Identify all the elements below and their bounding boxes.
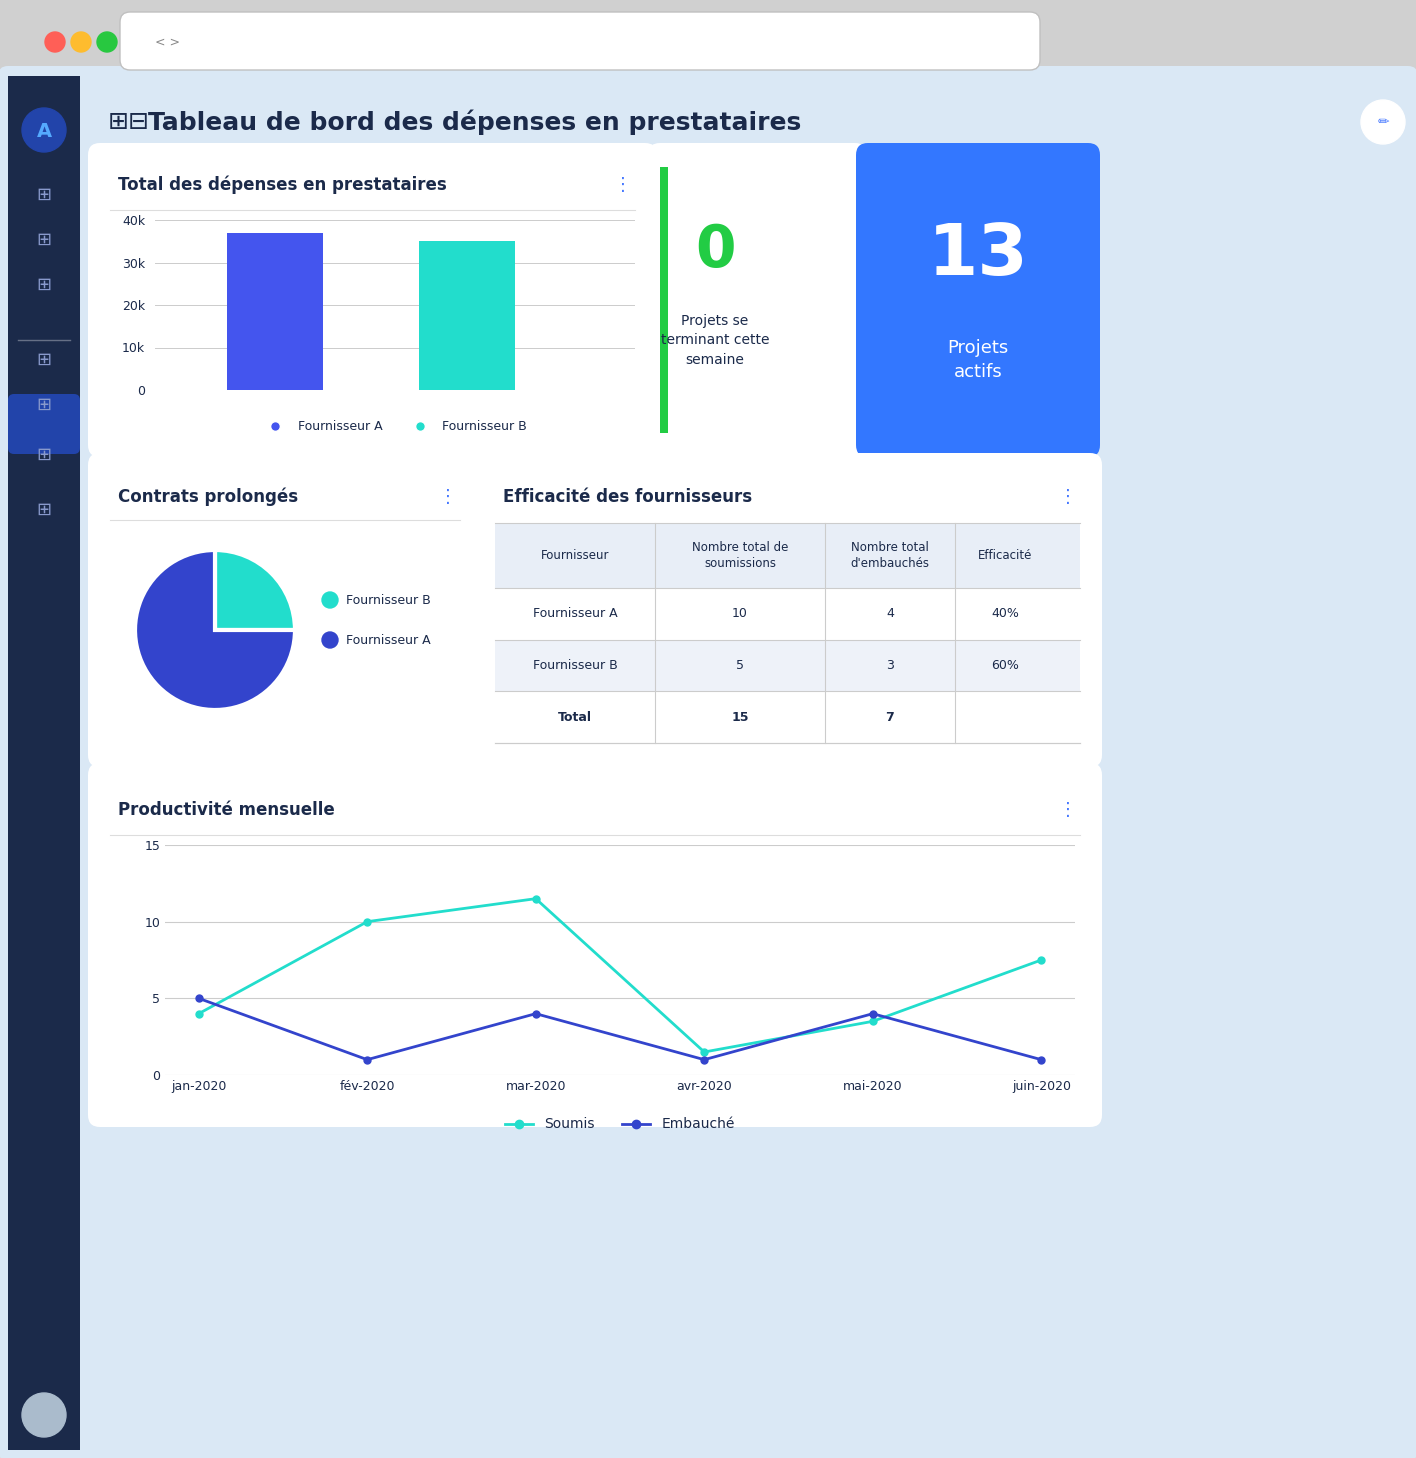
Text: 40%: 40% <box>991 608 1020 620</box>
Circle shape <box>321 631 338 647</box>
Text: 5: 5 <box>736 659 743 672</box>
FancyBboxPatch shape <box>0 66 1416 1458</box>
Circle shape <box>1361 101 1405 144</box>
Text: Fournisseur A: Fournisseur A <box>532 608 617 620</box>
Wedge shape <box>135 550 295 710</box>
Circle shape <box>321 592 338 608</box>
Text: Projets
actifs: Projets actifs <box>947 340 1008 381</box>
FancyBboxPatch shape <box>473 453 1102 767</box>
Text: Efficacité: Efficacité <box>978 550 1032 561</box>
Text: Fournisseur B: Fournisseur B <box>346 593 430 607</box>
Text: Fournisseur B: Fournisseur B <box>532 659 617 672</box>
Text: ⊞: ⊞ <box>37 446 51 464</box>
Text: 0: 0 <box>695 222 735 278</box>
Legend: Soumis, Embauché: Soumis, Embauché <box>500 1112 741 1137</box>
Text: ⊞: ⊞ <box>37 276 51 295</box>
FancyBboxPatch shape <box>88 143 657 456</box>
Text: 15: 15 <box>731 710 749 723</box>
Legend: Fournisseur A, Fournisseur B: Fournisseur A, Fournisseur B <box>258 416 532 439</box>
Text: Nombre total de
soumissions: Nombre total de soumissions <box>692 541 789 570</box>
Text: Total: Total <box>558 710 592 723</box>
Text: Productivité mensuelle: Productivité mensuelle <box>118 800 334 819</box>
Text: Tableau de bord des dépenses en prestataires: Tableau de bord des dépenses en prestata… <box>149 109 801 134</box>
FancyBboxPatch shape <box>857 143 1100 456</box>
FancyBboxPatch shape <box>649 143 867 456</box>
FancyBboxPatch shape <box>8 394 79 453</box>
FancyBboxPatch shape <box>88 453 481 767</box>
Bar <box>496 523 1080 588</box>
FancyBboxPatch shape <box>120 12 1039 70</box>
Circle shape <box>98 32 118 52</box>
Text: 3: 3 <box>886 659 893 672</box>
Wedge shape <box>215 550 295 630</box>
Text: < >: < > <box>154 35 180 48</box>
Bar <box>8 76 79 1451</box>
Text: 13: 13 <box>927 220 1028 290</box>
Text: ⋮: ⋮ <box>439 488 457 506</box>
Text: Total des dépenses en prestataires: Total des dépenses en prestataires <box>118 176 447 194</box>
Text: ✏: ✏ <box>1378 115 1389 128</box>
Circle shape <box>45 32 65 52</box>
Text: ⊞: ⊞ <box>37 187 51 204</box>
FancyBboxPatch shape <box>0 0 1416 90</box>
Text: 4: 4 <box>886 608 893 620</box>
Text: ⋮: ⋮ <box>1059 488 1078 506</box>
Text: Projets se
terminant cette
semaine: Projets se terminant cette semaine <box>661 313 769 366</box>
Bar <box>660 168 668 433</box>
Bar <box>227 233 323 389</box>
Circle shape <box>71 32 91 52</box>
Bar <box>496 691 1080 744</box>
Text: Contrats prolongés: Contrats prolongés <box>118 488 299 506</box>
Text: ⊞: ⊞ <box>37 351 51 369</box>
Circle shape <box>23 108 67 152</box>
Text: A: A <box>37 121 51 140</box>
Text: ⋮: ⋮ <box>615 176 632 194</box>
Circle shape <box>23 1392 67 1438</box>
Text: 60%: 60% <box>991 659 1020 672</box>
Text: ⊞: ⊞ <box>37 230 51 249</box>
Text: Fournisseur: Fournisseur <box>541 550 609 561</box>
Text: 7: 7 <box>885 710 895 723</box>
Bar <box>496 588 1080 640</box>
Text: Nombre total
d'embauchés: Nombre total d'embauchés <box>851 541 929 570</box>
Bar <box>496 640 1080 691</box>
Text: ⊞: ⊞ <box>37 397 51 414</box>
Bar <box>419 241 515 389</box>
FancyBboxPatch shape <box>88 763 1102 1127</box>
Text: Efficacité des fournisseurs: Efficacité des fournisseurs <box>503 488 752 506</box>
Text: ⋮: ⋮ <box>1059 800 1078 819</box>
Text: Fournisseur A: Fournisseur A <box>346 633 430 646</box>
Text: ⊞⊟: ⊞⊟ <box>108 109 150 134</box>
Text: 10: 10 <box>732 608 748 620</box>
Text: ⊞: ⊞ <box>37 502 51 519</box>
